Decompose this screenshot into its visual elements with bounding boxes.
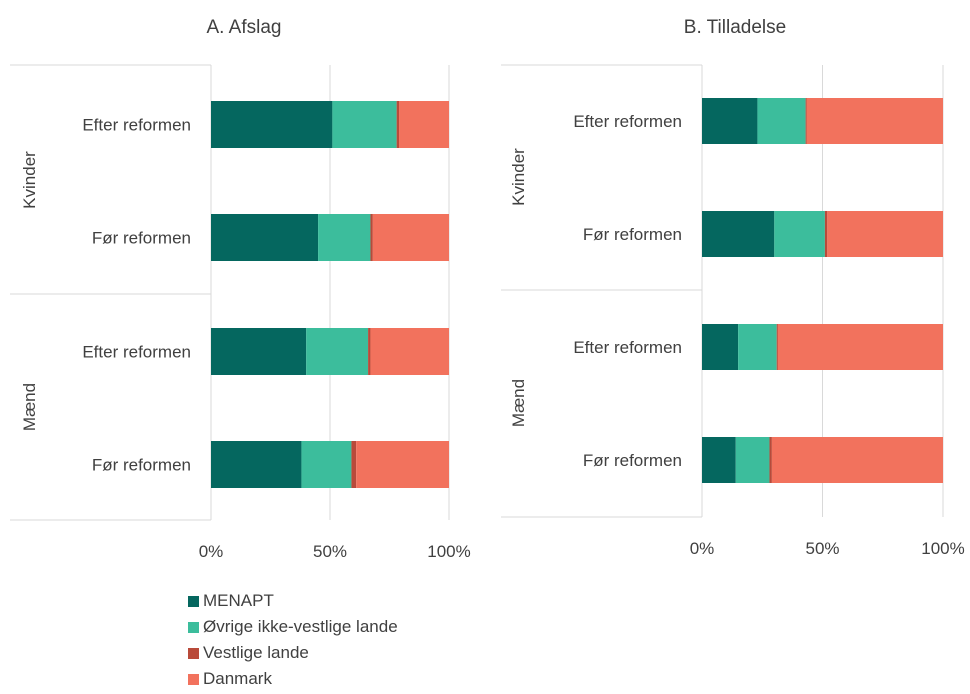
legend-label-vestlige: Vestlige lande — [203, 643, 309, 662]
legend-item-ovrige: Øvrige ikke-vestlige lande — [188, 614, 398, 640]
legend-label-menapt: MENAPT — [203, 591, 274, 610]
x-tick-label-a: 0% — [199, 542, 224, 561]
bar-a — [211, 101, 333, 148]
bar-b — [769, 437, 772, 483]
x-tick-label-b: 50% — [805, 539, 839, 558]
bar-a — [211, 328, 307, 375]
bar-a — [372, 214, 449, 261]
legend-swatch-menapt — [188, 595, 199, 607]
category-label-a: Før reformen — [92, 229, 191, 248]
bar-b — [774, 211, 825, 257]
chart-title-a: A. Afslag — [207, 17, 282, 38]
x-tick-label-b: 0% — [690, 539, 715, 558]
legend-label-ovrige: Øvrige ikke-vestlige lande — [203, 617, 398, 636]
bar-b — [738, 324, 777, 370]
legend-item-vestlige: Vestlige lande — [188, 640, 398, 666]
legend-swatch-ovrige — [188, 621, 199, 633]
bar-b — [827, 211, 943, 257]
bar-b — [805, 98, 807, 144]
bar-a — [332, 101, 397, 148]
group-label-b: Mænd — [509, 379, 528, 427]
legend: MENAPT Øvrige ikke-vestlige lande Vestli… — [188, 588, 398, 692]
bar-a — [318, 214, 371, 261]
category-label-b: Før reformen — [583, 225, 682, 244]
bar-a — [211, 214, 319, 261]
bar-b — [702, 324, 739, 370]
category-label-a: Efter reformen — [82, 343, 191, 362]
chart-title-b: B. Tilladelse — [684, 17, 786, 38]
bar-b — [824, 211, 828, 257]
legend-label-danmark: Danmark — [203, 669, 272, 688]
bar-a — [368, 328, 371, 375]
bar-a — [306, 328, 369, 375]
x-tick-label-b: 100% — [921, 539, 964, 558]
bar-a — [370, 328, 449, 375]
category-label-a: Efter reformen — [82, 116, 191, 135]
legend-swatch-danmark — [188, 673, 199, 685]
group-label-a: Kvinder — [20, 151, 39, 209]
bar-b — [771, 437, 943, 483]
bar-a — [356, 441, 449, 488]
x-tick-label-a: 100% — [427, 542, 470, 561]
bar-b — [777, 324, 943, 370]
legend-swatch-vestlige — [188, 647, 199, 659]
legend-item-danmark: Danmark — [188, 666, 398, 692]
bar-a — [396, 101, 400, 148]
bar-b — [806, 98, 943, 144]
category-label-a: Før reformen — [92, 456, 191, 475]
bar-b — [776, 324, 778, 370]
group-label-a: Mænd — [20, 383, 39, 431]
bar-a — [301, 441, 352, 488]
bar-b — [702, 437, 736, 483]
category-label-b: Før reformen — [583, 451, 682, 470]
bar-a — [370, 214, 373, 261]
group-label-b: Kvinder — [509, 148, 528, 206]
x-tick-label-a: 50% — [313, 542, 347, 561]
bar-b — [702, 98, 758, 144]
bar-b — [757, 98, 806, 144]
chart-svg: A. Afslag Kvinder Mænd Efter reformen Før re… — [10, 17, 965, 561]
bar-a — [351, 441, 357, 488]
bar-a — [211, 441, 302, 488]
category-label-b: Efter reformen — [573, 112, 682, 131]
bar-b — [702, 211, 775, 257]
category-label-b: Efter reformen — [573, 338, 682, 357]
legend-item-menapt: MENAPT — [188, 588, 398, 614]
bar-b — [735, 437, 770, 483]
bar-a — [399, 101, 449, 148]
